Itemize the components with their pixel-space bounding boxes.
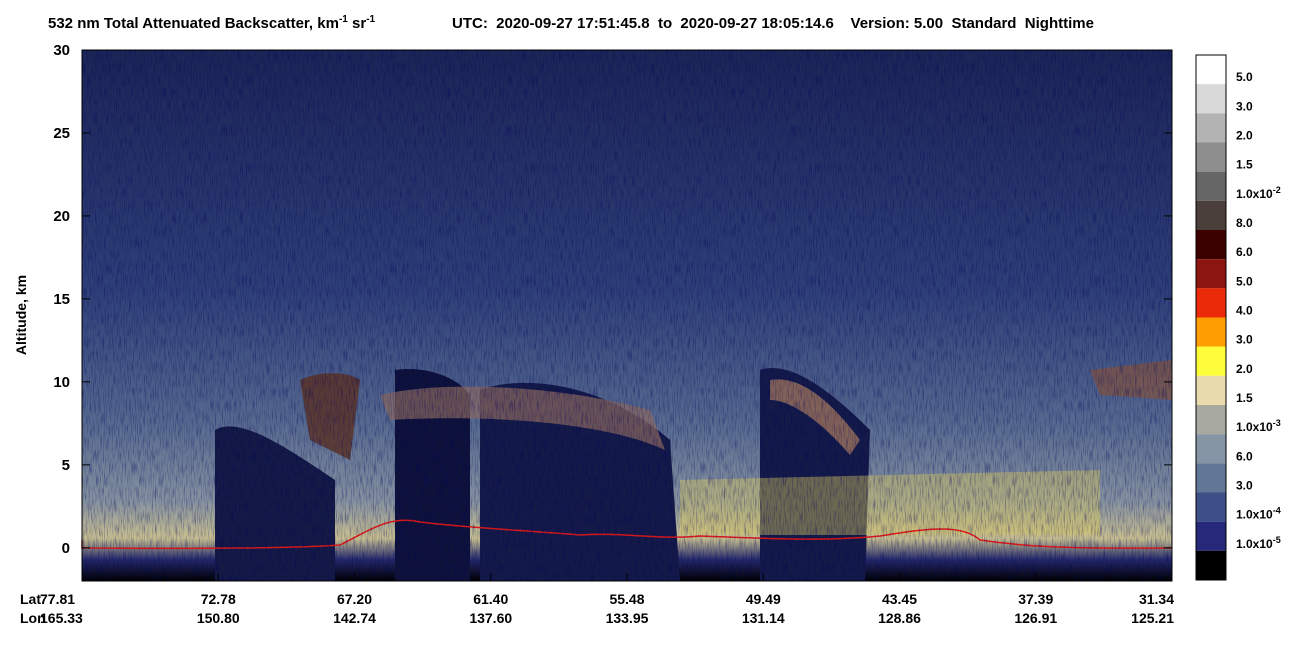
colorbar-label: 6.0 [1236,245,1253,259]
x-tick-label: 77.81 [40,591,75,607]
y-tick-label: 25 [53,125,70,142]
colorbar-swatch [1196,113,1226,143]
colorbar-label: 1.0x10-5 [1236,535,1281,551]
title-part: 532 nm Total Attenuated Backscatter, km [48,15,339,32]
colorbar-label: 3.0 [1236,479,1253,493]
colorbar-label: 1.5 [1236,391,1253,405]
colorbar-swatch [1196,200,1226,230]
title-superscript: -1 [366,14,375,25]
colorbar-label: 3.0 [1236,333,1253,347]
x-tick-label: 126.91 [1014,610,1057,626]
y-tick-label: 0 [62,540,70,557]
y-tick-label: 10 [53,374,70,391]
colorbar-swatch [1196,521,1226,551]
colorbar-label: 4.0 [1236,304,1253,318]
colorbar-swatch [1196,55,1226,85]
colorbar-label-base: 1.0x10 [1236,537,1273,551]
colorbar-swatch [1196,492,1226,522]
colorbar-label: 5.0 [1236,70,1253,84]
x-tick-label: 131.14 [742,610,785,626]
y-axis-label: Altitude, km [13,275,29,355]
x-tick-label: 128.86 [878,610,921,626]
colorbar-label: 1.5 [1236,158,1253,172]
x-tick-label: 150.80 [197,610,240,626]
colorbar-label-exp: -5 [1273,535,1281,545]
y-tick-label: 30 [53,42,70,59]
chart-info: UTC: 2020-09-27 17:51:45.8 to 2020-09-27… [452,15,1094,32]
colorbar-swatch [1196,142,1226,172]
colorbar-swatch [1196,230,1226,260]
colorbar-label: 1.0x10-2 [1236,185,1281,201]
colorbar-swatch [1196,346,1226,376]
colorbar-label-base: 1.0x10 [1236,420,1273,434]
y-tick-label: 15 [53,291,70,308]
x-row-name: Lon [20,610,46,626]
x-tick-label: 125.21 [1131,610,1174,626]
colorbar-label-exp: -3 [1273,418,1281,428]
colorbar-swatch [1196,434,1226,464]
colorbar-label: 5.0 [1236,274,1253,288]
colorbar-label: 2.0 [1236,362,1253,376]
x-row-name: Lat [20,591,41,607]
colorbar-label: 8.0 [1236,216,1253,230]
x-tick-label: 137.60 [469,610,512,626]
colorbar-label: 1.0x10-4 [1236,506,1281,522]
x-tick-label: 142.74 [333,610,376,626]
colorbar-label-base: 1.0x10 [1236,187,1273,201]
x-tick-label: 61.40 [473,591,508,607]
x-tick-label: 31.34 [1139,591,1174,607]
y-tick-label: 5 [62,457,70,474]
x-tick-label: 43.45 [882,591,917,607]
y-tick-label: 20 [53,208,70,225]
colorbar-swatch [1196,171,1226,201]
chart-title: 532 nm Total Attenuated Backscatter, km-… [48,14,376,32]
colorbar-label-base: 1.0x10 [1236,508,1273,522]
backscatter-image [81,50,1173,581]
colorbar-frame [1195,54,1227,581]
colorbar-label: 2.0 [1236,129,1253,143]
title-part: sr [348,15,367,32]
x-tick-label: 72.78 [201,591,236,607]
colorbar-swatch [1196,84,1226,114]
title-superscript: -1 [339,14,348,25]
colorbar-swatch [1196,550,1226,580]
x-tick-label: 133.95 [606,610,649,626]
colorbar-label: 3.0 [1236,99,1253,113]
colorbar-label-exp: -4 [1273,506,1281,516]
colorbar-swatch [1196,405,1226,435]
x-tick-label: 49.49 [746,591,781,607]
x-tick-label: 165.33 [40,610,83,626]
x-tick-label: 55.48 [609,591,644,607]
colorbar-swatch [1196,375,1226,405]
colorbar-label: 1.0x10-3 [1236,418,1281,434]
colorbar-swatch [1196,259,1226,289]
colorbar-swatch [1196,288,1226,318]
x-tick-label: 67.20 [337,591,372,607]
colorbar-swatch [1196,463,1226,493]
colorbar-label: 6.0 [1236,449,1253,463]
colorbar-label-exp: -2 [1273,185,1281,195]
colorbar-swatch [1196,317,1226,347]
x-tick-label: 37.39 [1018,591,1053,607]
